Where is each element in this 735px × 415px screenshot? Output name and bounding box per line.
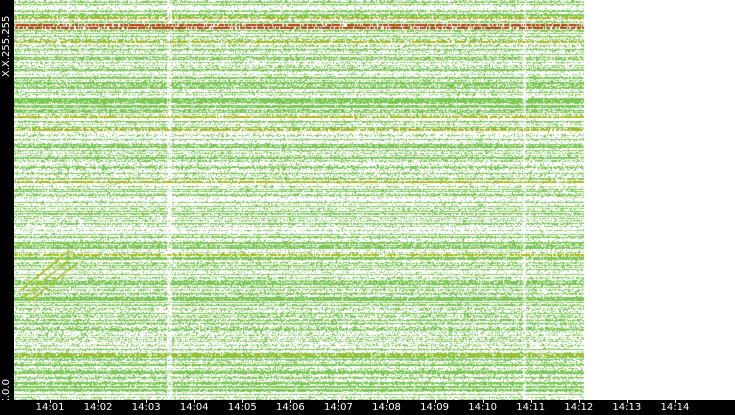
x-tick-mark xyxy=(98,400,100,403)
x-tick-mark xyxy=(530,400,532,403)
plot-area xyxy=(14,0,735,400)
x-tick-mark xyxy=(146,400,148,403)
x-tick-mark xyxy=(242,400,244,403)
x-tick-label: 14:08 xyxy=(372,402,401,413)
x-tick-label: 14:02 xyxy=(83,402,113,413)
x-tick-label: 14:09 xyxy=(420,402,449,413)
traffic-dot-canvas xyxy=(14,0,735,400)
x-tick-mark xyxy=(674,400,676,403)
x-tick-mark xyxy=(338,400,340,403)
x-tick-label: 14:11 xyxy=(516,402,546,413)
x-tick-mark xyxy=(290,400,292,403)
x-tick-label: 14:06 xyxy=(275,402,305,413)
x-tick-mark xyxy=(50,400,52,403)
x-tick-label: 14:10 xyxy=(468,402,498,413)
x-tick-label: 14:01 xyxy=(35,402,65,413)
y-axis: X.X.255.255 X.X.0.0 xyxy=(0,0,14,415)
x-axis: 14:01 14:02 14:03 14:04 14:05 14:06 14:07 14:08… xyxy=(0,400,735,415)
x-tick-label: 14:07 xyxy=(324,402,353,413)
x-tick-label: 14:13 xyxy=(612,402,642,413)
x-tick-label: 14:14 xyxy=(660,402,690,413)
x-tick-mark xyxy=(386,400,388,403)
y-tick-label-top: X.X.255.255 xyxy=(1,15,12,77)
x-tick-mark xyxy=(434,400,436,403)
x-tick-label: 14:05 xyxy=(227,402,257,413)
x-tick-mark xyxy=(482,400,484,403)
x-tick-mark xyxy=(578,400,580,403)
x-tick-mark xyxy=(194,400,196,403)
x-tick-label: 14:12 xyxy=(564,402,594,413)
x-tick-label: 14:03 xyxy=(131,402,161,413)
x-tick-mark xyxy=(626,400,628,403)
x-tick-label: 14:04 xyxy=(179,402,209,413)
